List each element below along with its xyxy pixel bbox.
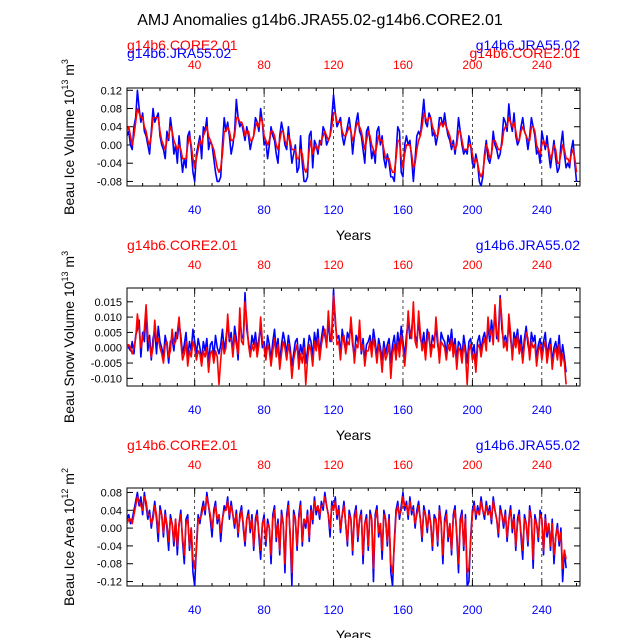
x-tick-label-top: 240 xyxy=(532,458,552,472)
x-tick-label-top: 40 xyxy=(188,458,202,472)
x-tick-label-bottom: 200 xyxy=(462,603,482,617)
y-tick-label: 0.005 xyxy=(94,327,122,339)
case-label-core-overlap: g14b6.CORE2.01 xyxy=(469,45,580,61)
y-axis-title-main: Beau Snow Volume 10 xyxy=(61,281,77,423)
x-tick-label-bottom: 160 xyxy=(393,403,413,417)
case-label-jra-overlap: g14b6.JRA55.02 xyxy=(127,45,232,61)
x-tick-label-top: 160 xyxy=(393,458,413,472)
x-tick-label-top: 120 xyxy=(324,458,344,472)
y-tick-label: 0.08 xyxy=(101,487,122,499)
x-tick-label-top: 80 xyxy=(257,458,271,472)
y-tick-label: -0.04 xyxy=(97,541,122,553)
x-tick-label-top: 40 xyxy=(188,58,202,72)
case-label-core: g14b6.CORE2.01 xyxy=(127,437,238,453)
y-axis-title-unit: m xyxy=(61,64,77,80)
x-tick-label-bottom: 240 xyxy=(532,403,552,417)
figure-title: AMJ Anomalies g14b6.JRA55.02-g14b6.CORE2… xyxy=(137,12,503,29)
x-tick-label-bottom: 200 xyxy=(462,403,482,417)
panel-3: g14b6.CORE2.01 g14b6.JRA55.02 40 40 80 80 120 1… xyxy=(60,437,581,638)
x-tick-label-bottom: 160 xyxy=(393,603,413,617)
y-tick-label: 0.08 xyxy=(101,104,122,116)
x-tick-label-top: 80 xyxy=(257,258,271,272)
x-tick-label-bottom: 120 xyxy=(324,403,344,417)
x-tick-label-bottom: 40 xyxy=(188,603,202,617)
x-tick-label-top: 160 xyxy=(393,258,413,272)
plot-frame xyxy=(126,487,581,587)
y-axis-title: Beau Snow Volume 1013 m3 xyxy=(60,251,77,423)
x-tick-label-bottom: 120 xyxy=(324,203,344,217)
x-tick-label-top: 80 xyxy=(257,58,271,72)
plot-frame xyxy=(126,287,581,387)
panels-group: g14b6.CORE2.01 g14b6.JRA55.02g14b6.JRA55.… xyxy=(60,37,581,638)
y-axis-title-exp: 13 xyxy=(60,80,70,90)
plot-frame xyxy=(126,87,581,187)
y-tick-label: -0.12 xyxy=(97,577,122,589)
x-tick-label-bottom: 240 xyxy=(532,603,552,617)
y-tick-label: 0.000 xyxy=(94,343,122,355)
y-tick-label: 0.04 xyxy=(101,122,122,134)
x-tick-label-bottom: 80 xyxy=(257,403,271,417)
y-axis-title-exp: 12 xyxy=(60,489,70,499)
x-axis-title: Years xyxy=(336,627,371,638)
x-tick-label-bottom: 40 xyxy=(188,403,202,417)
panel-2: g14b6.CORE2.01 g14b6.JRA55.02 40 40 80 80 120 1… xyxy=(60,237,581,443)
series-line-core xyxy=(127,496,567,574)
y-axis-title-unit-exp: 2 xyxy=(60,468,70,473)
x-axis-title: Years xyxy=(336,227,371,243)
y-tick-label: -0.005 xyxy=(91,358,122,370)
x-tick-label-bottom: 240 xyxy=(532,203,552,217)
y-tick-label: 0.00 xyxy=(101,140,122,152)
y-tick-label: -0.08 xyxy=(97,559,122,571)
x-tick-label-top: 200 xyxy=(462,258,482,272)
x-tick-label-bottom: 40 xyxy=(188,203,202,217)
x-tick-label-bottom: 120 xyxy=(324,603,344,617)
y-axis-title-unit: m xyxy=(61,473,77,489)
y-axis-title-exp: 13 xyxy=(60,271,70,281)
x-tick-label-bottom: 80 xyxy=(257,603,271,617)
case-label-jra: g14b6.JRA55.02 xyxy=(476,237,581,253)
x-tick-label-top: 120 xyxy=(324,58,344,72)
y-tick-label: 0.12 xyxy=(101,85,122,97)
x-axis-title: Years xyxy=(336,427,371,443)
x-tick-label-bottom: 160 xyxy=(393,203,413,217)
series-line-core xyxy=(127,294,567,386)
y-tick-label: -0.010 xyxy=(91,373,122,385)
x-tick-label-top: 120 xyxy=(324,258,344,272)
y-tick-label: 0.00 xyxy=(101,523,122,535)
y-axis-title-unit-exp: 3 xyxy=(60,251,70,256)
y-axis-title-unit-exp: 3 xyxy=(60,59,70,64)
case-label-core: g14b6.CORE2.01 xyxy=(127,237,238,253)
y-axis-title: Beau Ice Volume 1013 m3 xyxy=(60,59,77,215)
x-tick-label-top: 240 xyxy=(532,58,552,72)
x-tick-label-top: 40 xyxy=(188,258,202,272)
series-line-core xyxy=(127,107,578,178)
y-axis-title-unit: m xyxy=(61,256,77,272)
case-label-jra: g14b6.JRA55.02 xyxy=(476,437,581,453)
x-tick-label-top: 240 xyxy=(532,258,552,272)
x-tick-label-bottom: 80 xyxy=(257,203,271,217)
y-tick-label: -0.08 xyxy=(97,176,122,188)
x-tick-label-top: 200 xyxy=(462,458,482,472)
x-tick-label-bottom: 200 xyxy=(462,203,482,217)
y-tick-label: 0.04 xyxy=(101,505,122,517)
case-label-core: g14b6.CORE2.01 xyxy=(127,37,238,53)
y-tick-label: -0.04 xyxy=(97,158,122,170)
case-label-jra: g14b6.JRA55.02 xyxy=(476,37,581,53)
x-tick-label-top: 160 xyxy=(393,58,413,72)
y-axis-title: Beau Ice Area 1012 m2 xyxy=(60,468,77,606)
y-tick-label: 0.010 xyxy=(94,312,122,324)
panel-1: g14b6.CORE2.01 g14b6.JRA55.02g14b6.JRA55.… xyxy=(60,37,581,243)
x-tick-label-top: 200 xyxy=(462,58,482,72)
y-axis-title-main: Beau Ice Area 10 xyxy=(61,498,77,606)
y-axis-title-main: Beau Ice Volume 10 xyxy=(61,89,77,215)
y-tick-label: 0.015 xyxy=(94,297,122,309)
